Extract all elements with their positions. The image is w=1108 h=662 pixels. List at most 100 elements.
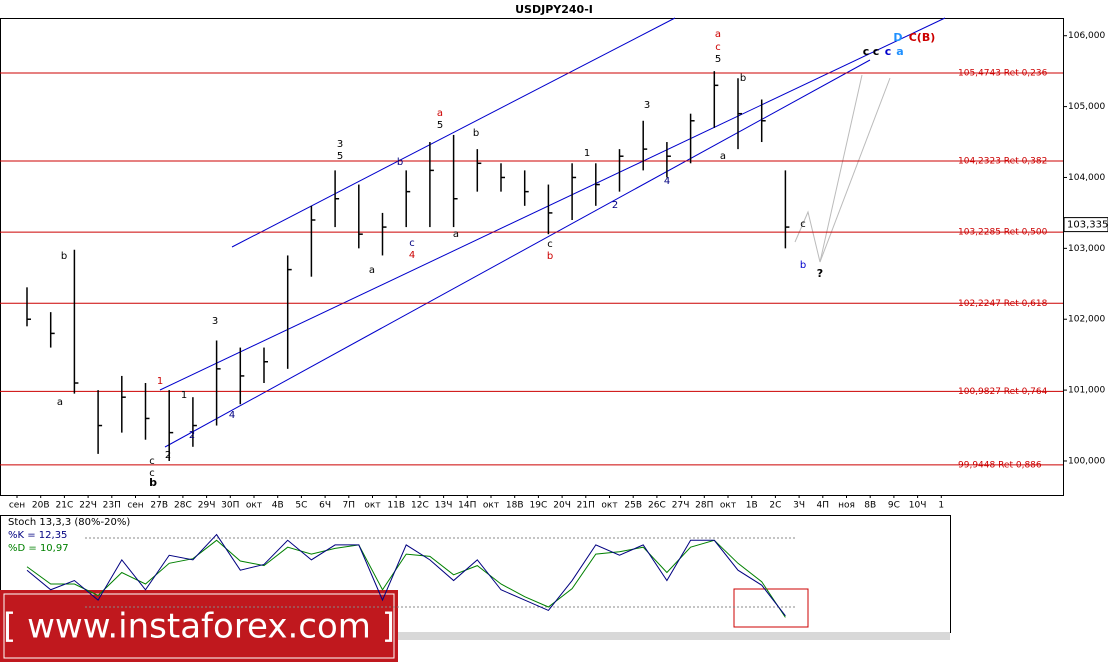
- stoch-k-line: [26, 533, 786, 617]
- wave-label: 4: [664, 176, 670, 187]
- x-tick-label: 22Ч: [79, 501, 97, 511]
- main-pane: [0, 18, 1064, 496]
- x-tick-label: 19С: [530, 501, 548, 511]
- wave-label: b: [61, 251, 67, 262]
- wave-label: 3: [212, 316, 218, 327]
- x-tick-label: окт: [364, 501, 380, 511]
- wave-label: D: [893, 31, 902, 44]
- wave-label: C(B): [909, 31, 936, 44]
- wave-label: c: [149, 468, 155, 479]
- wave-label: c: [149, 456, 155, 467]
- watermark-border: [3, 593, 395, 659]
- x-tick-label: окт: [720, 501, 736, 511]
- x-tick-label: 21С: [56, 501, 74, 511]
- y-tick-label: 103,000: [1068, 244, 1105, 254]
- wave-label: c: [715, 42, 721, 53]
- x-tick-label: 1: [938, 501, 944, 511]
- wave-label: b: [397, 157, 403, 168]
- x-tick-label: окт: [483, 501, 499, 511]
- x-tick-label: 5С: [295, 501, 307, 511]
- wave-label: a: [715, 29, 721, 40]
- x-tick-label: 29Ч: [198, 501, 216, 511]
- stoch-d-label: %D = 10,97: [8, 543, 69, 554]
- current-price-box: [1063, 217, 1108, 233]
- channel: [159, 17, 946, 448]
- wave-label: 2: [165, 450, 171, 461]
- wave-label: a: [720, 151, 726, 162]
- x-tick-label: 23П: [103, 501, 121, 511]
- channel-middle: [159, 17, 946, 391]
- stoch-title: Stoch 13,3,3 (80%-20%): [8, 517, 130, 528]
- x-tick-label: сен: [127, 501, 143, 511]
- y-tick-label: 106,000: [1068, 31, 1105, 41]
- wave-label: 5: [437, 120, 443, 131]
- wave-label: b: [149, 476, 157, 489]
- x-tick-label: 20Ч: [553, 501, 571, 511]
- watermark-box: [ www.instaforex.com ]: [0, 590, 398, 662]
- wave-label: ?: [817, 267, 823, 280]
- x-tick-label: 27Ч: [672, 501, 690, 511]
- x-tick-label: 12С: [411, 501, 429, 511]
- level-label: 100,9827 Ret 0,764: [958, 387, 1048, 397]
- wave-label: c: [885, 45, 892, 58]
- level-label: 103,2285 Ret 0,500: [958, 228, 1048, 238]
- wave-label: 4: [409, 250, 415, 261]
- wave-label: b: [800, 260, 806, 271]
- x-tick-label: 13Ч: [435, 501, 453, 511]
- projection-path: [794, 74, 863, 263]
- current-price-label: 103,335: [1067, 220, 1108, 231]
- wave-label: 5: [715, 54, 721, 65]
- x-tick-label: 6Ч: [319, 501, 331, 511]
- wave-label: b: [547, 251, 553, 262]
- wave-label: 1: [181, 390, 187, 401]
- x-tick-label: 8В: [864, 501, 876, 511]
- channel-lower: [164, 59, 871, 448]
- wave-label: 3: [644, 100, 650, 111]
- x-tick-label: 28П: [695, 501, 713, 511]
- x-tick-label: 11В: [387, 501, 405, 511]
- level-label: 104,2323 Ret 0,382: [958, 157, 1047, 167]
- x-tick-label: 3Ч: [793, 501, 805, 511]
- x-tick-label: 7П: [343, 501, 356, 511]
- chart-title: USDJPY240-I: [515, 3, 593, 16]
- x-tick-label: 9С: [888, 501, 900, 511]
- x-tick-label: 21П: [577, 501, 595, 511]
- wave-label: b: [740, 73, 746, 84]
- x-tick-label: окт: [246, 501, 262, 511]
- x-tick-label: ноя: [838, 501, 855, 511]
- wave-label: 1: [157, 376, 163, 387]
- wave-label: c: [873, 45, 880, 58]
- x-tick-label: 18В: [506, 501, 524, 511]
- wave-label: 2: [189, 430, 195, 441]
- x-tick-label: 14П: [458, 501, 476, 511]
- projection-path: [819, 77, 891, 263]
- x-tick-label: 2С: [769, 501, 781, 511]
- x-tick-label: 30П: [221, 501, 239, 511]
- wave-label: 5: [337, 151, 343, 162]
- channel-upper: [231, 17, 676, 248]
- x-tick-label: 4П: [817, 501, 830, 511]
- level-label: 102,2247 Ret 0,618: [958, 299, 1048, 309]
- wave-label: a: [369, 265, 375, 276]
- wave-label: 1: [584, 148, 590, 159]
- wave-label: c: [800, 219, 806, 230]
- projection: [794, 74, 891, 263]
- y-tick-label: 101,000: [1068, 386, 1105, 396]
- stoch-k-label: %K = 12,35: [8, 530, 67, 541]
- wave-label: a: [437, 108, 443, 119]
- watermark-bg: [0, 590, 398, 662]
- x-tick-label: 10Ч: [909, 501, 927, 511]
- level-label: 105,4743 Ret 0,236: [958, 68, 1048, 78]
- x-tick-label: 1В: [746, 501, 758, 511]
- wave-label: a: [896, 45, 903, 58]
- x-tick-label: 20В: [32, 501, 50, 511]
- wave-label: 4: [229, 410, 235, 421]
- x-tick-label: окт: [601, 501, 617, 511]
- x-tick-label: сен: [9, 501, 25, 511]
- wave-label: b: [473, 128, 479, 139]
- wave-label: c: [409, 238, 415, 249]
- wave-label: a: [57, 397, 63, 408]
- y-tick-label: 102,000: [1068, 315, 1105, 325]
- level-label: 99,9448 Ret 0,886: [958, 460, 1042, 470]
